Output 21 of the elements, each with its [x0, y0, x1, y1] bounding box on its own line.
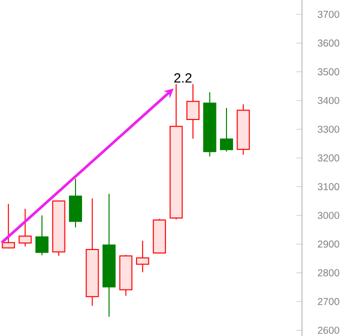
y-tick-label: 3000: [318, 212, 340, 219]
y-tick-label: 3500: [318, 68, 340, 76]
y-tick-label: 2700: [318, 298, 340, 306]
candlestick: [35, 214, 48, 256]
y-tick-label: 3200: [318, 154, 340, 162]
candlestick: [203, 92, 216, 158]
y-tick-label: 3700: [318, 10, 340, 18]
y-tick-label: 2600: [318, 326, 340, 334]
y-tick-label: 2900: [318, 240, 340, 248]
candlestick: [68, 178, 82, 228]
candlestick: [236, 104, 250, 156]
y-tick-label: 3600: [318, 40, 340, 47]
candlestick: [102, 193, 116, 318]
y-tick-label: 3100: [318, 183, 340, 190]
candlestick: [86, 198, 99, 306]
y-tick-label: 3300: [318, 126, 340, 133]
y-tick-label: 3400: [318, 96, 340, 104]
candlestick: [136, 240, 150, 273]
candlestick: [186, 84, 200, 140]
y-tick-label: 2800: [318, 269, 340, 276]
annotation: 2.2: [174, 73, 192, 83]
